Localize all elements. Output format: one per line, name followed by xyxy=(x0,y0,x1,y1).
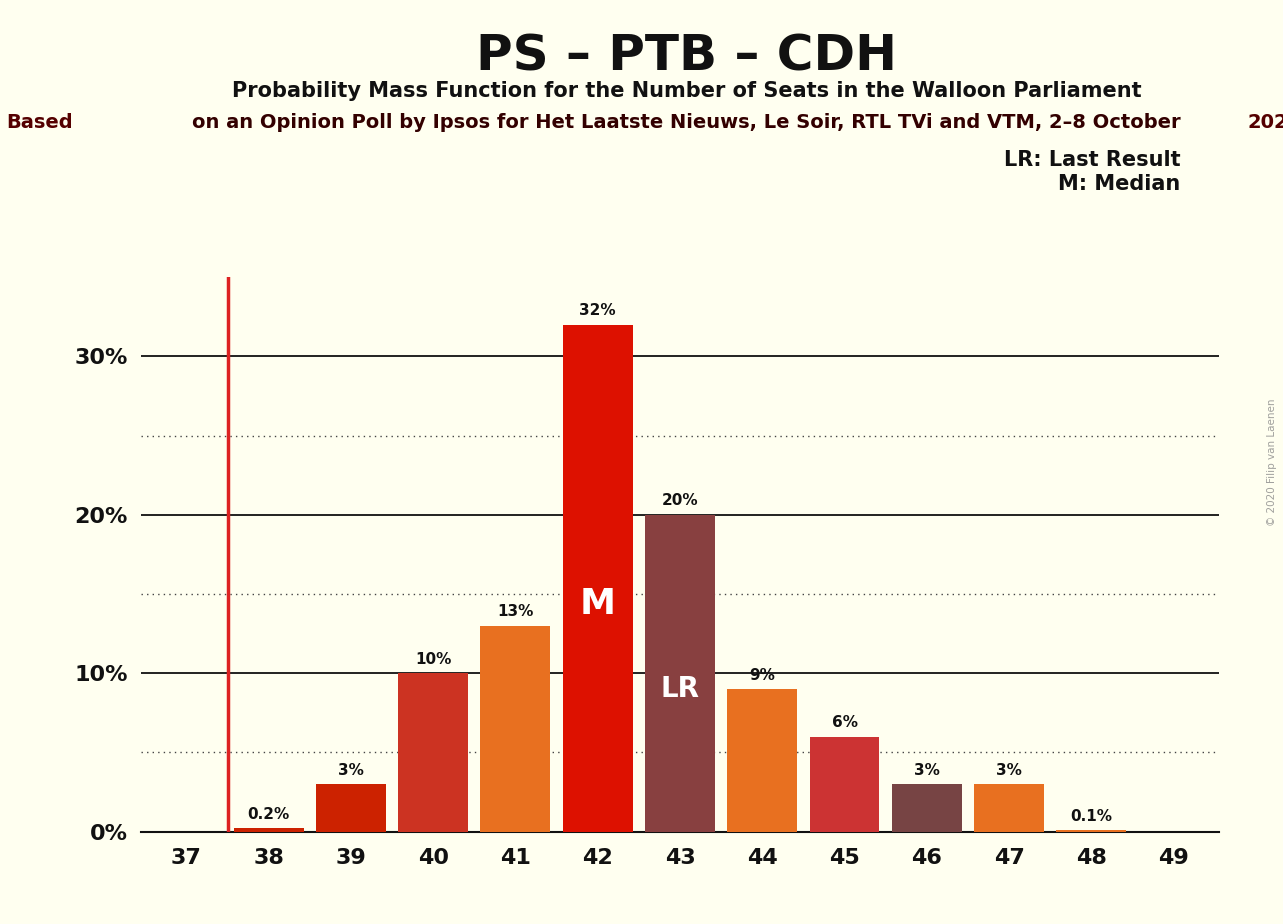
Text: 3%: 3% xyxy=(913,762,939,778)
Text: 0.2%: 0.2% xyxy=(248,807,290,822)
Bar xyxy=(398,674,468,832)
Bar xyxy=(810,736,879,832)
Text: 13%: 13% xyxy=(498,604,534,619)
Text: M: Median: M: Median xyxy=(1058,174,1180,194)
Bar xyxy=(974,784,1044,832)
Bar xyxy=(234,829,304,832)
Bar xyxy=(316,784,386,832)
Bar xyxy=(645,515,715,832)
Text: 32%: 32% xyxy=(580,303,616,319)
Bar xyxy=(727,689,797,832)
Text: 0.1%: 0.1% xyxy=(1070,808,1112,823)
Text: on an Opinion Poll by Ipsos for Het Laatste Nieuws, Le Soir, RTL TVi and VTM, 2–: on an Opinion Poll by Ipsos for Het Laat… xyxy=(192,113,1180,132)
Bar xyxy=(563,324,633,832)
Text: © 2020 Filip van Laenen: © 2020 Filip van Laenen xyxy=(1266,398,1277,526)
Text: 20%: 20% xyxy=(662,493,698,508)
Text: 2020: 2020 xyxy=(1247,113,1283,132)
Text: LR: LR xyxy=(661,675,699,703)
Text: 3%: 3% xyxy=(996,762,1023,778)
Text: M: M xyxy=(580,587,616,621)
Text: Probability Mass Function for the Number of Seats in the Walloon Parliament: Probability Mass Function for the Number… xyxy=(232,81,1141,102)
Bar xyxy=(892,784,962,832)
Text: 9%: 9% xyxy=(749,668,775,683)
Text: PS – PTB – CDH: PS – PTB – CDH xyxy=(476,32,897,80)
Bar xyxy=(481,626,550,832)
Bar xyxy=(1056,830,1126,832)
Text: 6%: 6% xyxy=(831,715,857,730)
Text: LR: Last Result: LR: Last Result xyxy=(1003,150,1180,170)
Text: 10%: 10% xyxy=(414,651,452,667)
Text: 3%: 3% xyxy=(337,762,364,778)
Text: Based: Based xyxy=(6,113,73,132)
